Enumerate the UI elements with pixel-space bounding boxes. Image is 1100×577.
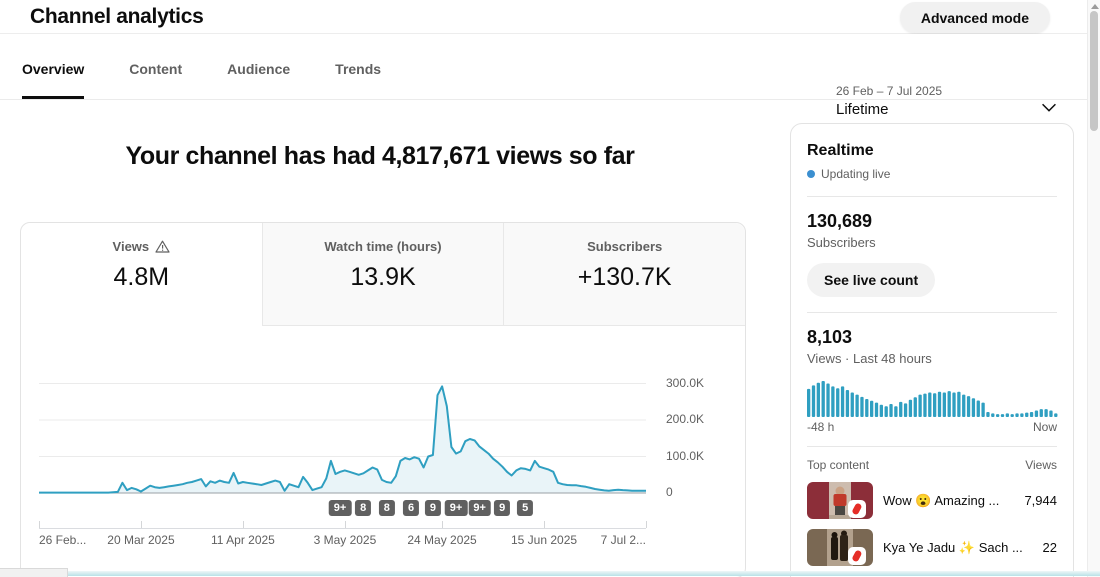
video-count-badge[interactable]: 9 xyxy=(424,500,441,516)
date-range-picker[interactable]: 26 Feb – 7 Jul 2025 Lifetime xyxy=(836,84,942,118)
video-title: Kya Ye Jadu ✨ Sach ... xyxy=(883,539,1023,555)
video-views: 22 xyxy=(1042,540,1057,555)
video-thumbnail xyxy=(807,529,873,566)
video-count-badge[interactable]: 9+ xyxy=(328,500,352,516)
metric-tabs: Views 4.8M Watch time (hours) 13.9K Subs… xyxy=(21,223,746,326)
video-count-badge[interactable]: 5 xyxy=(517,500,534,516)
metric-views-value: 4.8M xyxy=(113,263,170,291)
x-axis-tick xyxy=(39,521,40,528)
top-content-views-header: Views xyxy=(1025,458,1057,472)
x-axis-tick xyxy=(544,521,546,528)
realtime-title: Realtime xyxy=(807,142,874,159)
rt-axis-right-label: Now xyxy=(1032,420,1057,434)
realtime-subscribers-count: 130,689 xyxy=(807,211,873,231)
realtime-views-label: Views · Last 48 hours xyxy=(807,351,932,366)
bottom-left-box xyxy=(0,568,68,577)
views-line-chart xyxy=(39,383,646,494)
tab-audience[interactable]: Audience xyxy=(227,61,291,77)
scroll-up-arrow-icon[interactable] xyxy=(1091,4,1099,9)
bottom-highlight-line xyxy=(0,571,1100,576)
realtime-bar-chart xyxy=(807,381,1058,417)
video-count-badge[interactable]: 9+ xyxy=(468,500,491,516)
x-axis-tick-label: 20 Mar 2025 xyxy=(107,533,175,547)
live-dot-icon xyxy=(807,170,815,178)
top-content-row[interactable]: Wow 😮 Amazing ... 7,944 xyxy=(807,482,1057,519)
x-axis-tick xyxy=(442,521,444,528)
tab-trends[interactable]: Trends xyxy=(335,61,382,77)
views-headline: Your channel has had 4,817,671 views so … xyxy=(125,142,635,170)
x-axis-tick xyxy=(646,521,647,528)
y-axis-tick-label: 100.0K xyxy=(666,448,705,463)
metric-subscribers-label: Subscribers xyxy=(587,239,663,254)
top-content-header: Top content xyxy=(807,458,870,472)
date-range-text: 26 Feb – 7 Jul 2025 xyxy=(836,84,943,98)
shorts-icon xyxy=(852,503,862,515)
date-preset-text: Lifetime xyxy=(836,101,889,118)
x-axis-tick xyxy=(242,521,244,528)
metric-card-subscribers[interactable]: Subscribers +130.7K xyxy=(503,223,746,326)
video-count-badge[interactable]: 9+ xyxy=(444,500,468,516)
see-live-count-button[interactable]: See live count xyxy=(807,263,936,297)
advanced-mode-button[interactable]: Advanced mode xyxy=(899,2,1050,33)
metric-subscribers-value: +130.7K xyxy=(577,263,672,291)
video-count-badge[interactable]: 8 xyxy=(378,500,395,516)
metric-watch-time-label: Watch time (hours) xyxy=(324,239,442,254)
video-title: Wow 😮 Amazing ... xyxy=(883,492,1000,508)
tab-overview[interactable]: Overview xyxy=(22,61,85,99)
analytics-tab-bar: Overview Content Audience Trends 26 Feb … xyxy=(0,34,1087,118)
shorts-icon xyxy=(852,550,862,562)
realtime-views-count: 8,103 xyxy=(807,327,853,347)
x-axis-tick-label: 24 May 2025 xyxy=(407,533,477,547)
y-axis-tick-label: 200.0K xyxy=(666,412,705,426)
divider xyxy=(807,196,1057,197)
video-count-badge[interactable]: 8 xyxy=(355,500,372,516)
y-axis-tick-label: 300.0K xyxy=(666,375,705,390)
chevron-down-icon[interactable] xyxy=(1038,96,1060,118)
top-content-row[interactable]: Kya Ye Jadu ✨ Sach ... 22 xyxy=(807,529,1057,566)
scrollbar-thumb[interactable] xyxy=(1090,11,1098,131)
tab-content[interactable]: Content xyxy=(129,61,183,77)
metric-watch-time-value: 13.9K xyxy=(350,263,416,291)
metric-views-label: Views xyxy=(112,239,150,254)
video-views: 7,944 xyxy=(1024,493,1057,508)
y-axis-tick-label: 0 xyxy=(666,485,673,499)
video-thumbnail xyxy=(807,482,873,519)
realtime-card: Realtime Updating live 130,689 Subscribe… xyxy=(790,123,1074,577)
x-axis-tick-label: 7 Jul 2... xyxy=(600,533,646,547)
x-axis-tick-label: 15 Jun 2025 xyxy=(510,533,578,547)
x-axis-tick-label: 11 Apr 2025 xyxy=(211,533,275,547)
x-axis-tick xyxy=(344,521,346,528)
realtime-subscribers-label: Subscribers xyxy=(807,235,876,250)
headline-wrap: Your channel has had 4,817,671 views so … xyxy=(0,100,760,171)
metric-card-watch-time[interactable]: Watch time (hours) 13.9K xyxy=(261,223,504,326)
warning-icon xyxy=(155,240,170,253)
rt-axis-left-label: -48 h xyxy=(807,420,835,434)
vertical-scrollbar[interactable] xyxy=(1087,0,1100,577)
video-count-badge[interactable]: 9 xyxy=(494,500,511,516)
summary-card: Views 4.8M Watch time (hours) 13.9K Subs… xyxy=(20,222,746,577)
top-bar: Channel analytics Advanced mode xyxy=(0,0,1087,34)
metric-card-views[interactable]: Views 4.8M xyxy=(21,223,262,326)
x-axis-line xyxy=(39,528,646,529)
updating-live-text: Updating live xyxy=(821,167,891,181)
video-count-badge[interactable]: 6 xyxy=(403,500,420,516)
divider xyxy=(807,312,1057,313)
x-axis-tick-label: 3 May 2025 xyxy=(313,533,377,547)
x-axis-tick xyxy=(140,521,142,528)
divider xyxy=(807,446,1057,447)
x-axis-tick-label: 26 Feb... xyxy=(39,533,87,547)
page-title: Channel analytics xyxy=(30,5,204,28)
